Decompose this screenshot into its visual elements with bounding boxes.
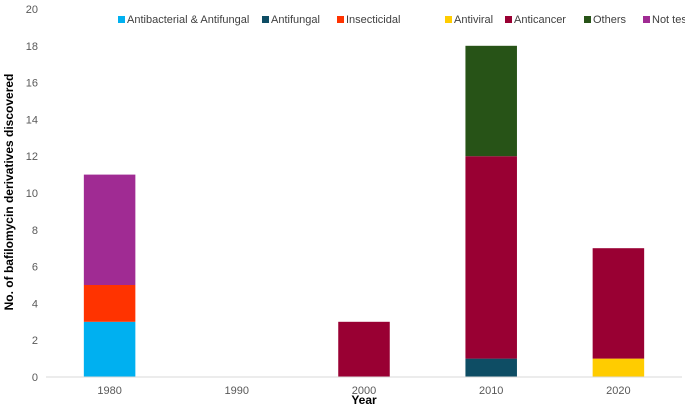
x-tick-label: 2010	[479, 385, 503, 397]
bar-segment-1980-antibacterial-antifungal	[83, 321, 136, 377]
bar-segment-2010-anticancer	[465, 156, 517, 359]
bar-segment-2020-antiviral	[592, 358, 645, 377]
legend-swatch	[118, 16, 125, 23]
x-tick-label: 1990	[225, 385, 249, 397]
y-tick-label: 16	[26, 78, 38, 90]
legend-label: Others	[593, 14, 627, 26]
legend-label: Not tested	[652, 14, 685, 26]
legend-swatch	[262, 16, 269, 23]
y-tick-label: 0	[32, 372, 38, 384]
y-axis-title: No. of bafilomycin derivatives discovere…	[2, 74, 16, 311]
bar-segment-1980-not-tested	[83, 174, 136, 285]
y-axis-ticks: 0 2 4 6 8 10 12 14 16 18 20	[26, 4, 38, 384]
legend-label: Antifungal	[271, 14, 320, 26]
bar-segment-1980-insecticidal	[83, 285, 136, 322]
x-tick-label: 2020	[606, 385, 630, 397]
x-tick-label: 2000	[352, 385, 376, 397]
legend-swatch	[445, 16, 452, 23]
y-tick-label: 6	[32, 262, 38, 274]
bar-segment-2010-others	[465, 45, 517, 157]
y-tick-label: 4	[32, 298, 38, 310]
y-tick-label: 12	[26, 151, 38, 163]
legend-swatch	[584, 16, 591, 23]
y-tick-label: 14	[26, 114, 38, 126]
y-tick-label: 20	[26, 4, 38, 16]
legend-label: Insecticidal	[346, 14, 400, 26]
x-tick-label: 1980	[97, 385, 121, 397]
legend-swatch	[337, 16, 344, 23]
legend-label: Antiviral	[454, 14, 493, 26]
legend: Antibacterial & Antifungal Antifungal Inse…	[118, 14, 685, 26]
legend-label: Anticancer	[514, 14, 566, 26]
y-tick-label: 2	[32, 335, 38, 347]
legend-swatch	[643, 16, 650, 23]
y-tick-label: 8	[32, 225, 38, 237]
x-axis-title: Year	[351, 393, 377, 407]
x-axis-ticks: 1980 1990 2000 2010 2020	[97, 385, 630, 397]
bar-segment-2020-anticancer	[592, 248, 645, 359]
legend-swatch	[505, 16, 512, 23]
bars	[83, 45, 645, 377]
y-tick-label: 18	[26, 41, 38, 53]
bar-segment-2010-antifungal	[465, 358, 517, 377]
y-tick-label: 10	[26, 188, 38, 200]
bar-segment-2000-anticancer	[338, 321, 390, 377]
legend-label: Antibacterial & Antifungal	[127, 14, 249, 26]
